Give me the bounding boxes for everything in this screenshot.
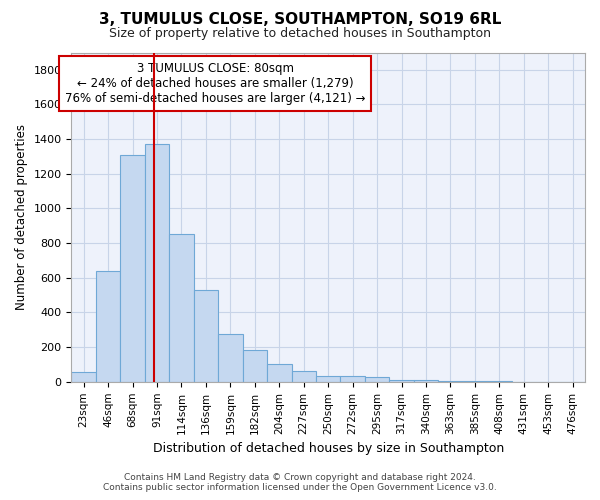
Bar (218, 334, 242, 382)
Bar (267, 364, 292, 382)
X-axis label: Distribution of detached houses by size in Southampton: Distribution of detached houses by size … (152, 442, 504, 455)
Bar (414, 380, 438, 382)
Bar (121, 155, 145, 382)
Y-axis label: Number of detached properties: Number of detached properties (15, 124, 28, 310)
Text: Size of property relative to detached houses in Southampton: Size of property relative to detached ho… (109, 28, 491, 40)
Text: Contains HM Land Registry data © Crown copyright and database right 2024.
Contai: Contains HM Land Registry data © Crown c… (103, 473, 497, 492)
Bar (242, 350, 267, 382)
Bar (340, 376, 365, 382)
Bar (365, 378, 389, 382)
Bar (96, 271, 121, 382)
Bar (145, 144, 169, 382)
Bar (194, 290, 218, 382)
Bar (438, 381, 463, 382)
Bar (389, 380, 414, 382)
Bar (71, 372, 96, 382)
Bar (316, 376, 340, 382)
Bar (292, 370, 316, 382)
Text: 3, TUMULUS CLOSE, SOUTHAMPTON, SO19 6RL: 3, TUMULUS CLOSE, SOUTHAMPTON, SO19 6RL (99, 12, 501, 28)
Bar (169, 234, 194, 382)
Text: 3 TUMULUS CLOSE: 80sqm
← 24% of detached houses are smaller (1,279)
76% of semi-: 3 TUMULUS CLOSE: 80sqm ← 24% of detached… (65, 62, 365, 106)
